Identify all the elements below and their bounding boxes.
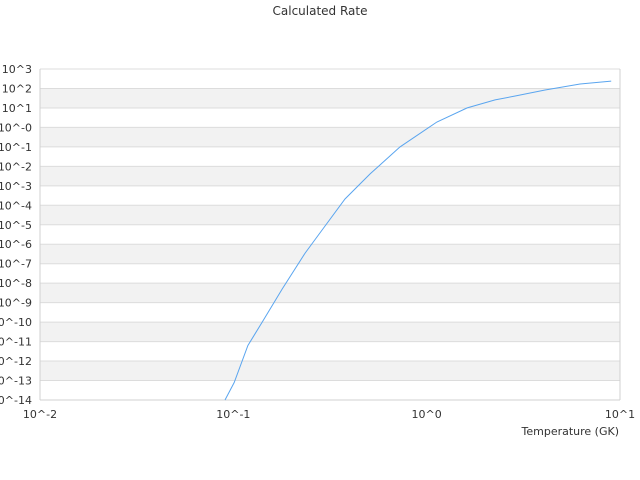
y-tick-label: 10^-9 <box>0 297 32 310</box>
y-tick-label: 10^-2 <box>0 160 32 173</box>
y-tick-label: 10^-14 <box>0 394 32 407</box>
y-tick-label: 10^2 <box>2 82 32 95</box>
y-tick-label: 10^-1 <box>0 141 32 154</box>
y-tick-label: 10^-5 <box>0 219 32 232</box>
x-tick-label: 10^-1 <box>216 408 250 421</box>
x-tick-label: 10^0 <box>412 408 442 421</box>
x-tick-label: 10^-2 <box>23 408 57 421</box>
series-line <box>224 80 612 401</box>
y-tick-label: 10^-13 <box>0 375 32 388</box>
grid-band <box>40 166 620 186</box>
y-tick-label: 10^-0 <box>0 121 32 134</box>
x-tick-label: 10^1 <box>605 408 635 421</box>
grid-band <box>40 322 620 342</box>
grid-band <box>40 283 620 303</box>
grid-band <box>40 361 620 381</box>
grid-band <box>40 205 620 225</box>
y-tick-label: 10^1 <box>2 102 32 115</box>
y-tick-label: 10^-6 <box>0 238 32 251</box>
y-tick-label: 10^-3 <box>0 180 32 193</box>
x-axis-label: Temperature (GK) <box>521 425 620 438</box>
y-tick-label: 10^-11 <box>0 336 32 349</box>
y-tick-label: 10^-12 <box>0 355 32 368</box>
y-tick-label: 10^-4 <box>0 199 32 212</box>
y-tick-label: 10^-8 <box>0 277 32 290</box>
grid-band <box>40 244 620 264</box>
grid-band <box>40 88 620 108</box>
y-tick-label: 10^-10 <box>0 316 32 329</box>
y-tick-label: 10^-7 <box>0 258 32 271</box>
grid-band <box>40 127 620 147</box>
chart-title: Calculated Rate <box>272 4 368 18</box>
y-tick-label: 10^3 <box>2 63 32 76</box>
